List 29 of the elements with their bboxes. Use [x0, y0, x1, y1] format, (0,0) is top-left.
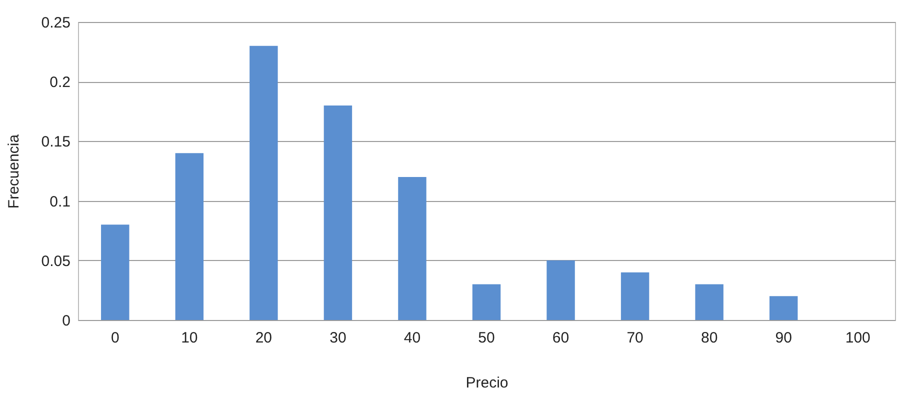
x-tick-label: 0 [110, 330, 120, 346]
y-tick-label: 0.25 [41, 14, 70, 32]
x-tick-label: 40 [404, 330, 421, 346]
bar [695, 284, 724, 320]
bar [769, 296, 798, 320]
x-tick-label: 10 [181, 330, 198, 346]
x-axis-title: Precio [466, 374, 508, 392]
bar [101, 224, 130, 320]
x-tick-label: 30 [330, 330, 346, 346]
y-tick-label: 0.1 [50, 193, 70, 210]
bar [546, 260, 575, 320]
x-tick-label: 80 [700, 330, 718, 346]
bar [324, 105, 352, 320]
bar [175, 153, 204, 320]
x-tick-label: 100 [845, 330, 870, 346]
y-tick-label: 0 [62, 312, 70, 330]
y-tick-label: 0.2 [50, 74, 70, 92]
x-tick-label: 50 [478, 330, 495, 346]
bar [472, 284, 501, 320]
x-tick-label: 90 [775, 330, 792, 346]
bar [620, 272, 650, 320]
y-tick-label: 0.15 [41, 134, 70, 151]
bar [250, 46, 278, 320]
y-tick-label: 0.05 [41, 252, 70, 270]
x-tick-label: 20 [255, 330, 272, 346]
bar [398, 176, 426, 320]
x-tick-label: 70 [626, 330, 644, 346]
x-tick-label: 60 [552, 330, 570, 346]
y-axis-title: Frecuencia [5, 134, 22, 209]
